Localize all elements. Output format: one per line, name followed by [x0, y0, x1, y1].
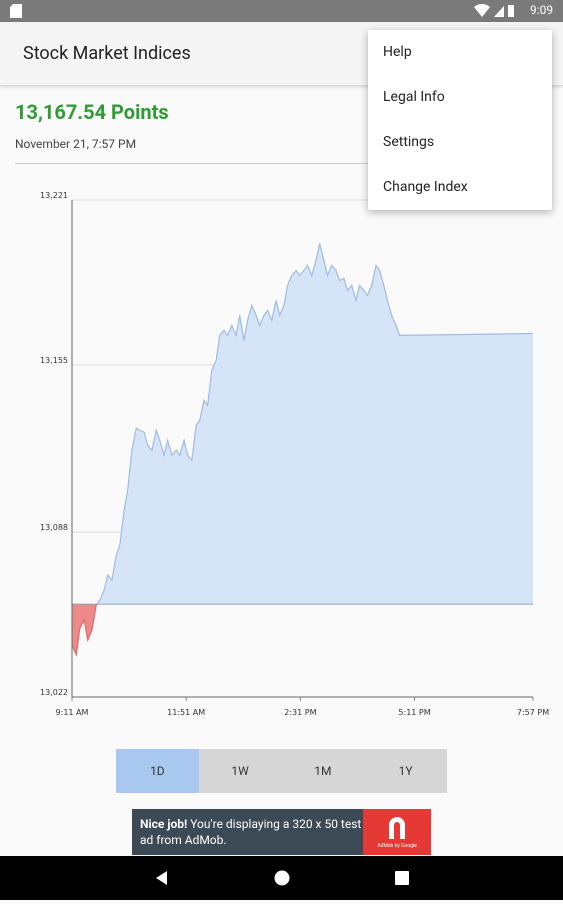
- status-bar: 9:09: [0, 0, 563, 22]
- home-button[interactable]: [274, 870, 290, 886]
- y-tick-label: 13,221: [40, 191, 68, 200]
- menu-item[interactable]: Help: [383, 44, 412, 60]
- y-tick-label: 13,022: [40, 688, 68, 697]
- ad-text: Nice job! You're displaying a 320 x 50 t…: [140, 816, 365, 848]
- ad-logo-text: AdMob by Google: [377, 843, 417, 849]
- menu-item[interactable]: Legal Info: [383, 89, 445, 105]
- x-tick-label: 7:57 PM: [517, 708, 549, 717]
- y-tick-label: 13,088: [40, 523, 68, 532]
- x-tick-label: 11:51 AM: [167, 708, 205, 717]
- sd-icon: [10, 4, 22, 18]
- quote-value: 13,167.54: [15, 100, 107, 124]
- area-positive: [72, 243, 533, 605]
- range-button[interactable]: 1W: [198, 749, 282, 793]
- quote-date: November 21, 7:57 PM: [15, 137, 137, 151]
- range-button[interactable]: 1Y: [364, 749, 447, 793]
- quote-unit: Points: [111, 100, 169, 124]
- quote: 13,167.54 Points: [15, 100, 169, 124]
- signal-icons: [474, 4, 514, 17]
- line-positive: [96, 243, 534, 605]
- clock: 9:09: [530, 3, 554, 17]
- ad-logo: AdMob by Google: [363, 809, 431, 855]
- recents-button[interactable]: [395, 871, 409, 885]
- app-title: Stock Market Indices: [23, 43, 191, 64]
- ad-body: You're displaying a 320 x 50 test ad fro…: [140, 817, 362, 847]
- menu-item[interactable]: Change Index: [383, 179, 468, 195]
- nav-icons: [156, 870, 409, 886]
- range-selector: 1D 1W 1M 1Y: [116, 749, 447, 793]
- x-tick-label: 9:11 AM: [56, 708, 89, 717]
- area-negative: [72, 604, 97, 656]
- nav-bar: [0, 856, 563, 900]
- chart: 13,022 13,088 13,155 13,221 9:11 AM 11:51 AM 2…: [40, 191, 549, 717]
- overflow-menu: Help Legal Info Settings Change Index: [368, 30, 552, 210]
- x-tick-label: 2:31 PM: [284, 708, 316, 717]
- range-button[interactable]: 1M: [281, 749, 365, 793]
- divider: [15, 163, 548, 164]
- back-button[interactable]: [156, 871, 167, 885]
- ad-banner[interactable]: Nice job! You're displaying a 320 x 50 t…: [132, 809, 431, 855]
- range-button[interactable]: 1D: [116, 749, 199, 793]
- menu-item[interactable]: Settings: [383, 134, 435, 150]
- ad-logo-icon: [389, 817, 405, 839]
- y-tick-label: 13,155: [40, 356, 68, 365]
- x-tick-label: 5:11 PM: [398, 708, 430, 717]
- ad-bold: Nice job!: [140, 817, 188, 831]
